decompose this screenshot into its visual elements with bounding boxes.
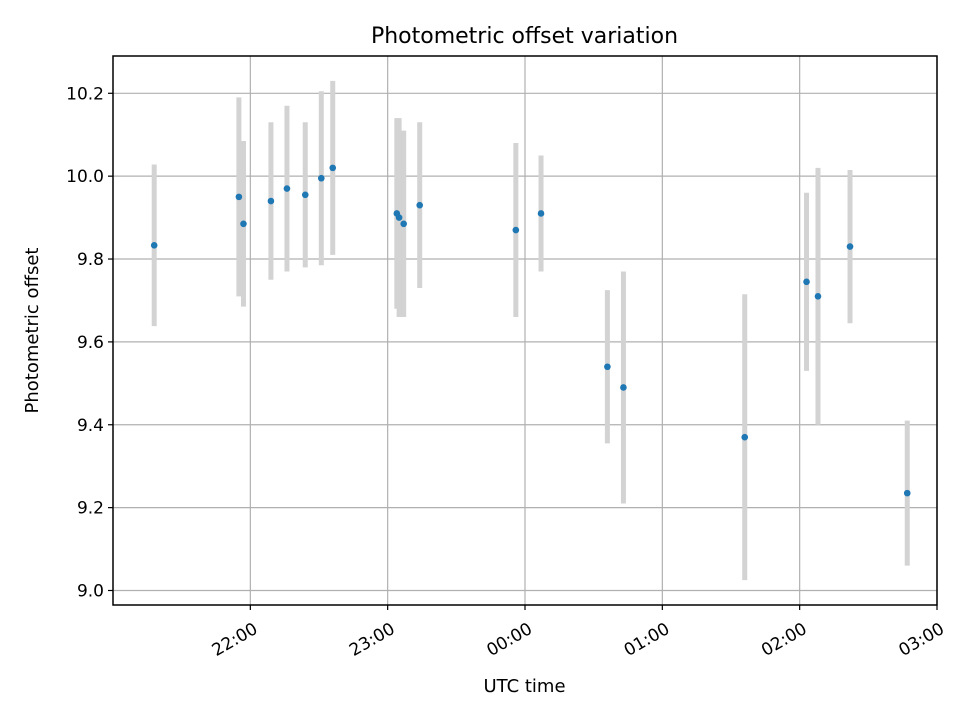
data-point: [400, 220, 407, 228]
y-tick-label: 9.4: [77, 416, 104, 436]
grid-layer: [113, 56, 938, 605]
data-point: [150, 242, 158, 249]
data-point: [301, 191, 309, 199]
data-point: [814, 293, 822, 300]
y-tick-label: 9.0: [77, 581, 104, 601]
data-point: [240, 220, 247, 228]
data-point: [803, 278, 810, 286]
y-tick-label: 9.6: [77, 333, 104, 353]
data-point: [620, 384, 627, 391]
data-point: [604, 363, 611, 371]
data-point: [329, 164, 337, 172]
data-point: [235, 193, 243, 201]
y-tick-label: 10.2: [66, 84, 104, 104]
data-point: [512, 226, 520, 234]
data-point: [741, 433, 749, 441]
y-axis: 9.0 9.2 9.4 9.6 9.8 10.0 10.2: [66, 84, 113, 601]
y-tick-label: 9.8: [77, 250, 104, 270]
data-point: [267, 197, 275, 205]
data-point: [283, 185, 291, 192]
data-point: [395, 214, 403, 221]
point-layer: [150, 164, 911, 497]
y-tick-label: 9.2: [77, 499, 104, 519]
y-axis-label: Photometric offset: [22, 248, 43, 414]
data-point: [846, 243, 854, 250]
data-point: [416, 201, 424, 209]
y-tick-label: 10.0: [66, 167, 104, 187]
x-axis-label: UTC time: [483, 676, 565, 697]
chart-title: Photometric offset variation: [371, 24, 678, 49]
data-point: [317, 174, 325, 182]
data-point: [537, 210, 545, 217]
data-point: [903, 489, 911, 497]
